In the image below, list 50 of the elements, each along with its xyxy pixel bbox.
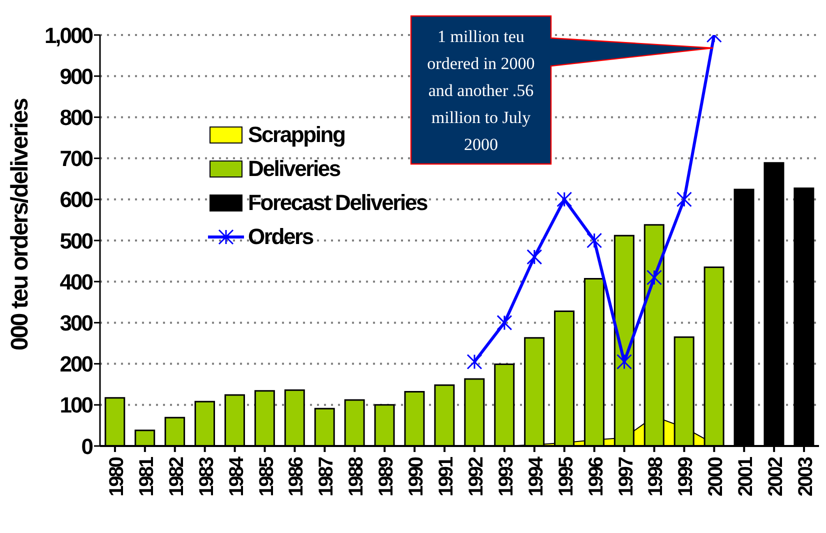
y-tick-label: 800 bbox=[60, 105, 94, 130]
y-tick-label: 300 bbox=[60, 310, 94, 336]
point bbox=[646, 270, 662, 286]
y-tick-label: 700 bbox=[60, 146, 94, 172]
x-tick-label: 1982 bbox=[166, 456, 188, 496]
point bbox=[616, 354, 632, 370]
y-tick-label: 100 bbox=[60, 392, 94, 418]
x-tick-label: 2001 bbox=[735, 456, 758, 496]
y-tick-label: 400 bbox=[60, 269, 94, 294]
point bbox=[586, 232, 602, 248]
x-tick-label: 1986 bbox=[286, 456, 308, 496]
x-tick-label: 1992 bbox=[465, 456, 488, 496]
point bbox=[496, 314, 512, 330]
x-tick-label: 1994 bbox=[525, 456, 548, 496]
y-axis-title: 000 teu orders/deliveries bbox=[6, 98, 34, 350]
x-tick-label: 1996 bbox=[585, 456, 608, 496]
x-tick-label: 1989 bbox=[376, 456, 398, 496]
x-tick-label: 1987 bbox=[316, 456, 338, 496]
x-tick-label: 1999 bbox=[675, 456, 698, 496]
legend-label: Scrapping bbox=[248, 122, 345, 148]
y-tick-label: 200 bbox=[60, 352, 94, 377]
x-tick-label: 1998 bbox=[645, 456, 668, 496]
legend-label: Orders bbox=[248, 224, 313, 250]
y-tick-label: 500 bbox=[60, 228, 94, 254]
x-tick-label: 1995 bbox=[555, 456, 578, 496]
y-tick-label: 600 bbox=[60, 187, 94, 212]
x-tick-label: 1997 bbox=[615, 456, 638, 496]
y-tick-label: 1,000 bbox=[44, 22, 94, 48]
y-tick-label: 900 bbox=[60, 64, 94, 89]
x-tick-label: 1984 bbox=[226, 456, 248, 496]
x-tick-label: 1980 bbox=[106, 456, 128, 496]
annotation: 1 million teu ordered in 2000 and another .56 million to July 2000 bbox=[426, 26, 536, 156]
x-tick-label: 1991 bbox=[436, 456, 458, 496]
point bbox=[556, 192, 572, 208]
legend-label: Forecast Deliveries bbox=[248, 190, 427, 216]
x-tick-label: 1985 bbox=[256, 456, 278, 496]
x-tick-label: 2000 bbox=[705, 456, 728, 496]
legend-label: Deliveries bbox=[248, 156, 340, 182]
x-tick-label: 1993 bbox=[495, 456, 518, 496]
point bbox=[466, 354, 482, 370]
x-tick-label: 1983 bbox=[196, 456, 218, 496]
point bbox=[526, 249, 542, 265]
y-tick-label: 0 bbox=[81, 434, 94, 459]
callout-box: 1 million teu ordered in 2000 and another .56 million to July 2000 bbox=[410, 15, 714, 165]
x-tick-label: 1988 bbox=[346, 456, 368, 496]
x-tick-label: 2002 bbox=[765, 456, 788, 496]
x-tick-label: 1990 bbox=[406, 456, 428, 496]
x-tick-label: 2003 bbox=[795, 456, 818, 496]
point bbox=[676, 192, 692, 208]
x-tick-label: 1981 bbox=[136, 456, 158, 496]
